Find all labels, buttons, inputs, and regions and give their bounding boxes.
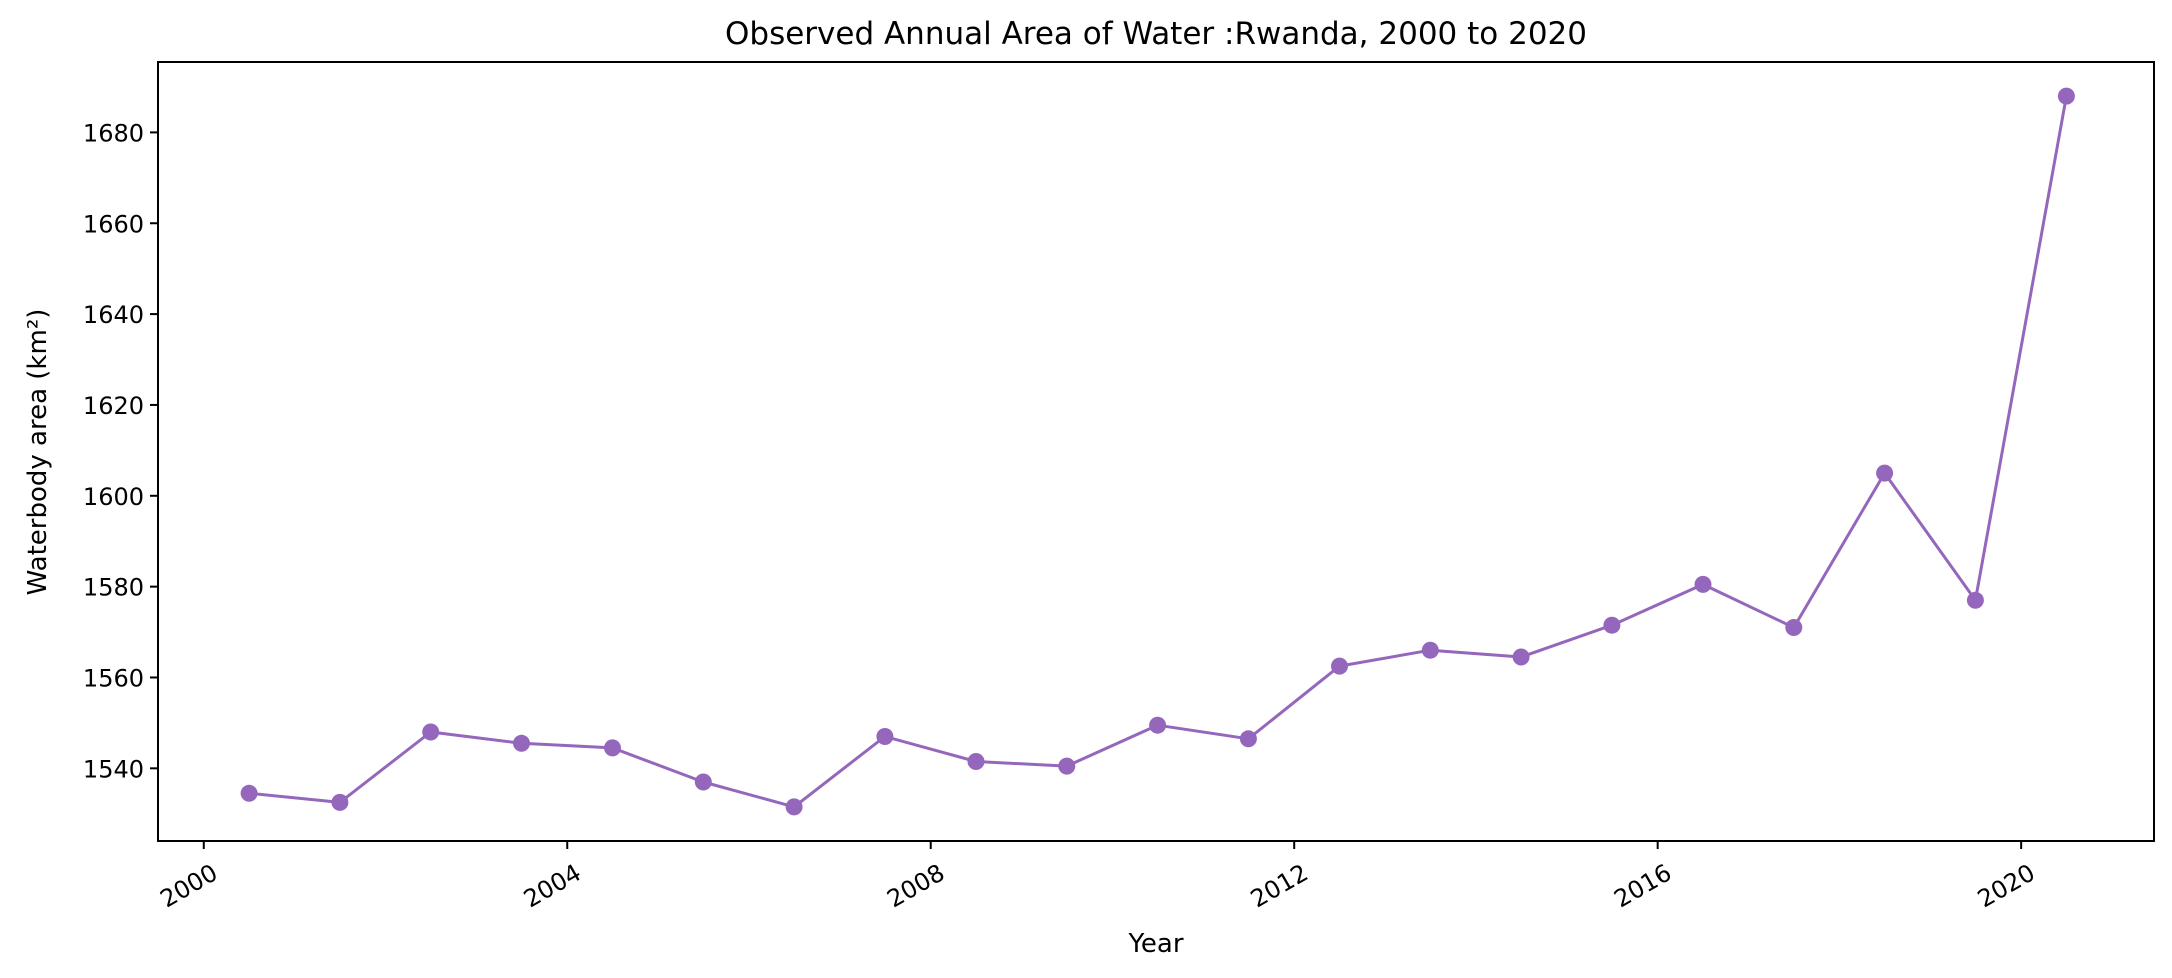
data-point bbox=[1966, 591, 1984, 609]
y-tick-label: 1640 bbox=[83, 301, 144, 329]
plot-area bbox=[240, 87, 2075, 816]
y-tick-label: 1600 bbox=[83, 483, 144, 511]
data-point bbox=[1785, 619, 1803, 636]
data-point bbox=[1239, 730, 1257, 748]
data-point bbox=[2057, 87, 2075, 105]
y-tick-label: 1580 bbox=[83, 574, 144, 602]
data-point bbox=[240, 784, 258, 802]
plot-frame bbox=[157, 61, 2155, 842]
data-point bbox=[604, 739, 621, 757]
data-point bbox=[1421, 641, 1439, 659]
series-line bbox=[248, 95, 2068, 809]
data-point bbox=[422, 723, 440, 741]
data-point bbox=[1694, 575, 1712, 593]
y-tick-label: 1540 bbox=[83, 755, 144, 783]
data-point bbox=[1876, 464, 1894, 482]
data-point bbox=[1331, 657, 1348, 675]
y-tick-label: 1620 bbox=[83, 392, 144, 420]
x-tick-label: 2016 bbox=[1609, 859, 1676, 914]
chart-title: Observed Annual Area of Water :Rwanda, 2… bbox=[725, 16, 1587, 52]
y-tick-label: 1560 bbox=[83, 664, 144, 692]
x-axis: 2000 2004 2008 2012 2016 2020 bbox=[155, 841, 2040, 914]
data-point bbox=[785, 798, 803, 816]
y-tick-label: 1660 bbox=[83, 210, 144, 238]
y-axis: 1540 1560 1580 1600 1620 1640 1660 1680 bbox=[83, 119, 158, 783]
data-point bbox=[1512, 648, 1530, 666]
y-axis-label: Waterbody area (km²) bbox=[23, 309, 53, 596]
x-tick-label: 2012 bbox=[1246, 859, 1313, 914]
x-tick-label: 2020 bbox=[1973, 859, 2040, 914]
x-tick-label: 2004 bbox=[519, 859, 586, 914]
x-tick-label: 2008 bbox=[882, 859, 949, 914]
data-point bbox=[694, 773, 712, 791]
x-tick-label: 2000 bbox=[155, 859, 222, 914]
x-axis-label: Year bbox=[1127, 929, 1183, 959]
data-point bbox=[513, 734, 530, 752]
data-point bbox=[876, 728, 894, 745]
data-point bbox=[331, 793, 349, 811]
data-point bbox=[1603, 616, 1621, 634]
y-tick-label: 1680 bbox=[83, 119, 144, 147]
data-point bbox=[967, 753, 985, 770]
data-point bbox=[1149, 716, 1167, 734]
data-point bbox=[1058, 757, 1076, 775]
